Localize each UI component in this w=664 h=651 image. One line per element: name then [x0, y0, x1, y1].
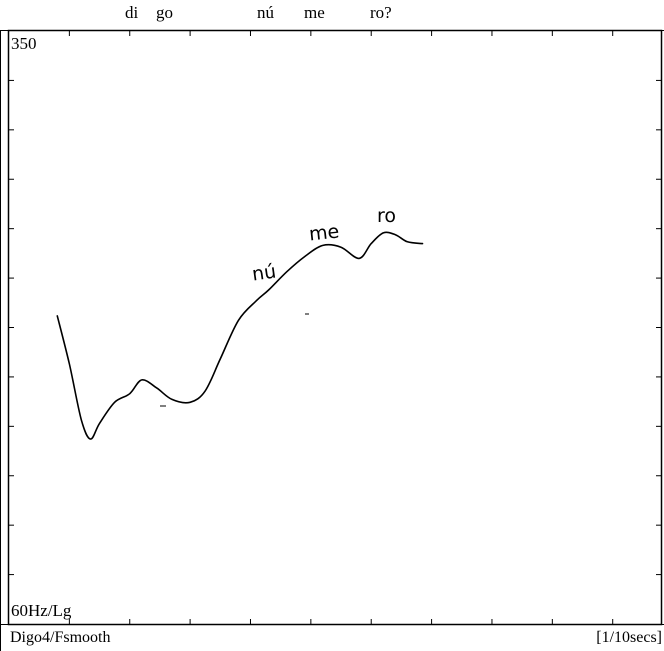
annotation-ro: ro [377, 205, 397, 227]
annotation-nu: nú [250, 260, 278, 286]
plot-border [7, 29, 663, 626]
y-axis-max-label: 350 [11, 34, 37, 53]
y-axis-min-label: 60Hz/Lg [11, 601, 72, 620]
annotation-me: me [307, 220, 341, 246]
footer-file-label: Digo4/Fsmooth [10, 629, 111, 646]
axis-ticks [9, 31, 661, 624]
syllable-go: go [156, 3, 173, 22]
syllable-ro: ro? [370, 3, 392, 22]
syllable-di: di [125, 3, 139, 22]
footer-time-unit: [1/10secs] [596, 629, 662, 646]
syllable-nu: nú [257, 3, 274, 22]
syllable-me: me [304, 3, 325, 22]
pitch-contour-line [56, 231, 424, 440]
